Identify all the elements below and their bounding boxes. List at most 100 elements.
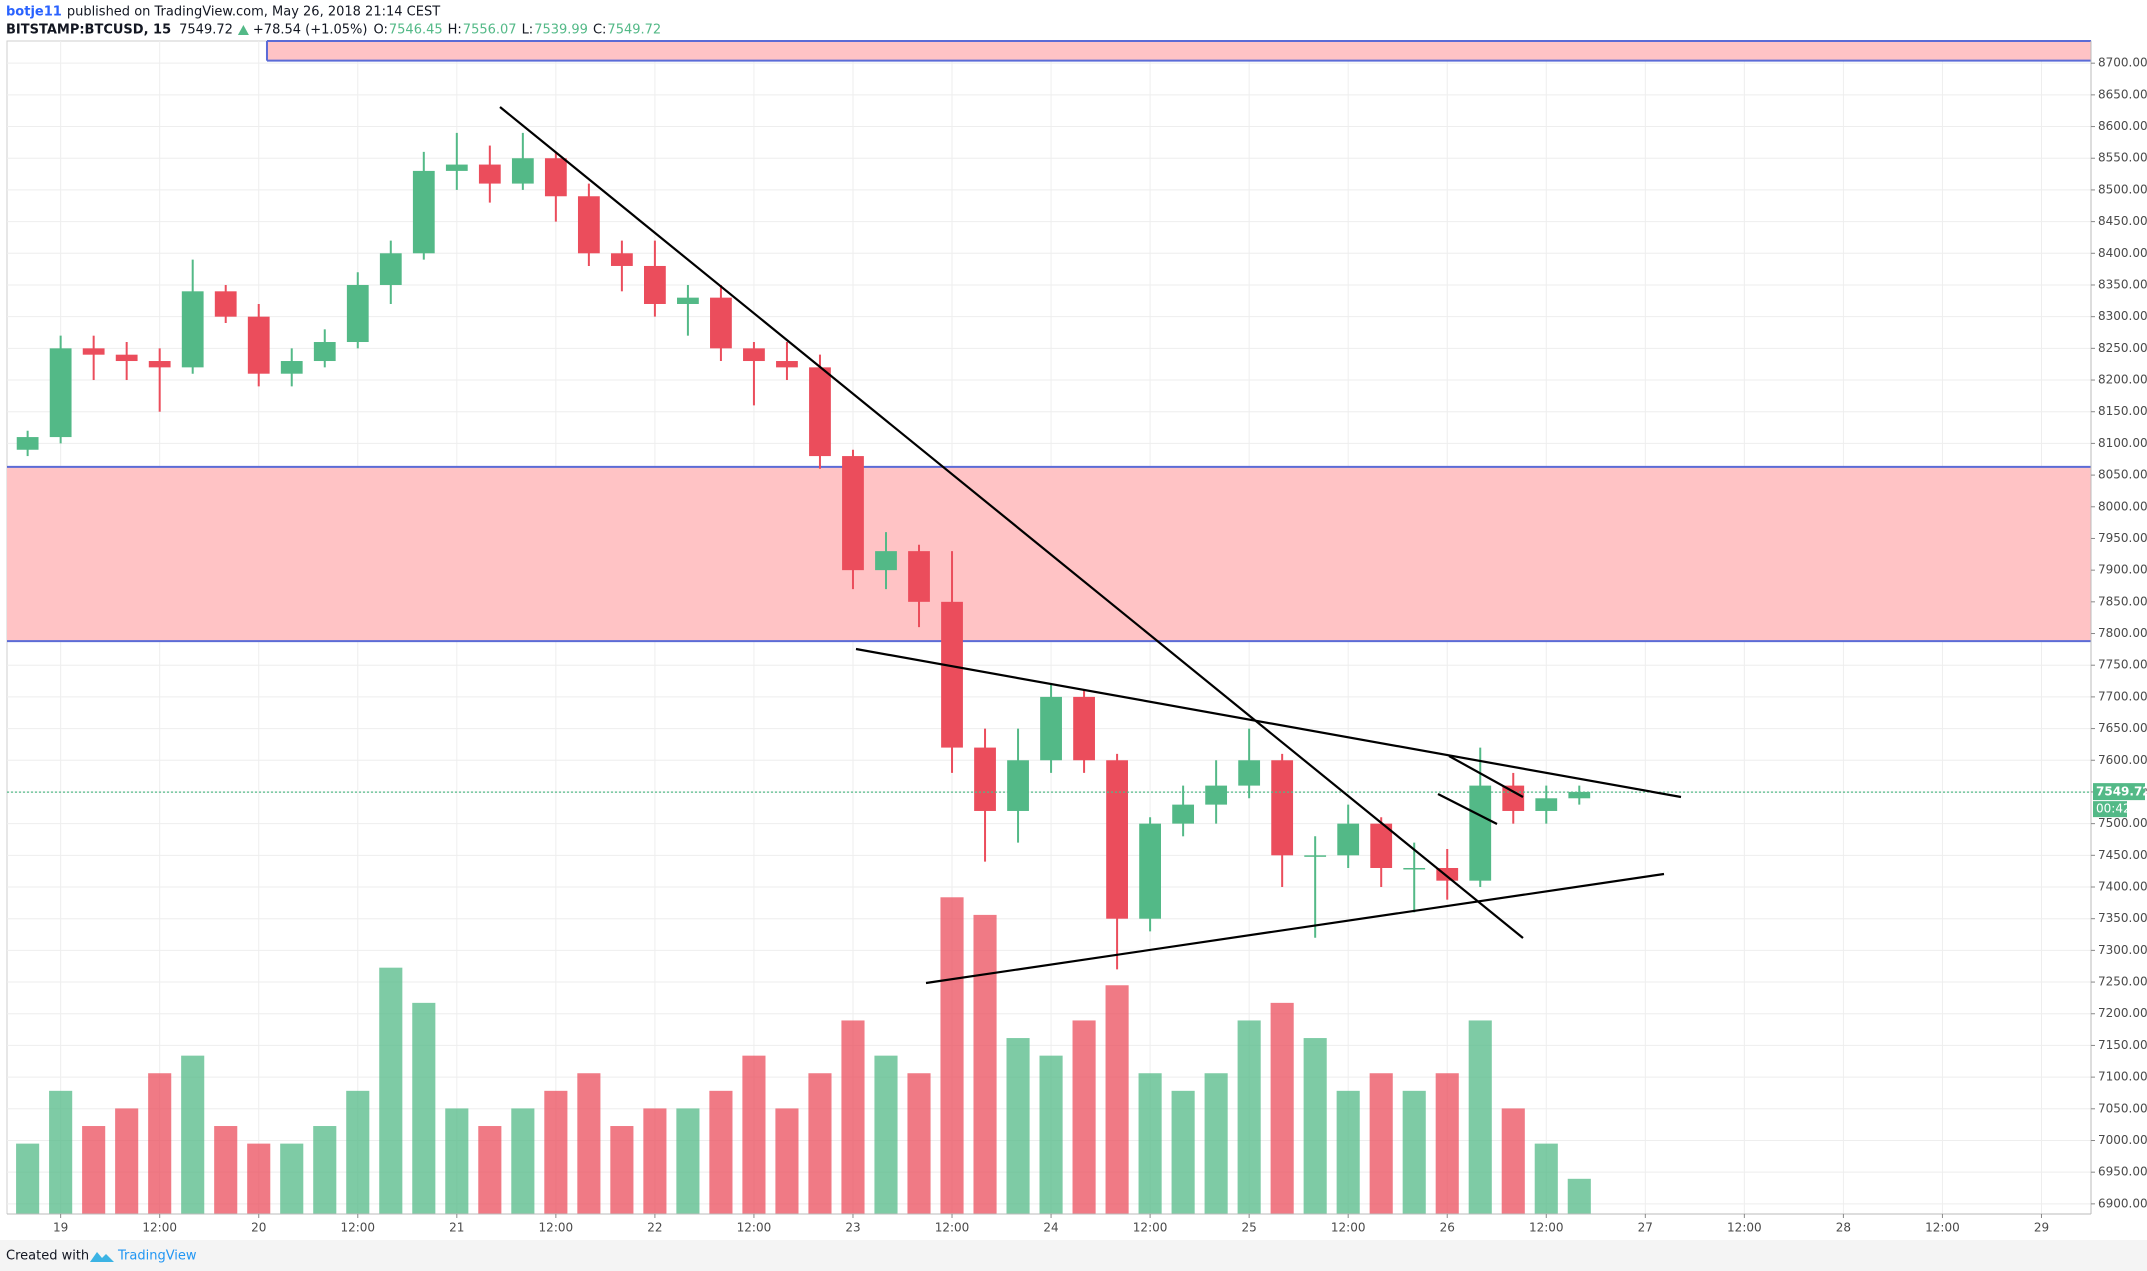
x-tick-label: 12:00 (1727, 1221, 1762, 1235)
volume-bar (709, 1090, 733, 1214)
x-tick-label: 21 (449, 1221, 464, 1235)
ohlc-label: O: (373, 23, 387, 38)
trendline (499, 106, 1524, 939)
candle-body (809, 367, 831, 457)
x-axis-bg (0, 1214, 2147, 1240)
y-tick-label: 7250.00 (2098, 975, 2147, 989)
candle-body (445, 164, 468, 171)
candle-body (743, 348, 765, 362)
ohlc-value: 7556.07 (463, 23, 517, 38)
candle-body (1502, 785, 1525, 811)
y-tick-label: 7100.00 (2098, 1070, 2147, 1084)
y-tick-label: 6900.00 (2098, 1196, 2147, 1210)
y-tick-label: 8500.00 (2098, 182, 2147, 196)
x-tick-label: 24 (1043, 1221, 1058, 1235)
x-tick-label: 12:00 (935, 1221, 970, 1235)
y-tick-label: 7750.00 (2098, 658, 2147, 672)
volume-bar (874, 1055, 898, 1214)
y-tick-label: 7300.00 (2098, 943, 2147, 957)
x-tick-label: 12:00 (1925, 1221, 1960, 1235)
volume-bar (1039, 1055, 1063, 1214)
candle-body (214, 291, 237, 317)
candle-body (610, 253, 633, 266)
x-tick-label: 12:00 (142, 1221, 177, 1235)
trendlines (499, 106, 1682, 985)
candle-body (115, 354, 138, 362)
candle-body (379, 253, 402, 285)
volume-bar (16, 1143, 40, 1214)
candle-body (1073, 696, 1095, 761)
volume-bar (808, 1073, 832, 1214)
candle-body (1568, 791, 1591, 799)
candle-body (1403, 867, 1426, 870)
countdown-label: 00:42 (2096, 802, 2131, 816)
x-tick-label: 29 (2034, 1221, 2049, 1235)
candle-body (842, 456, 864, 571)
last-price-box (2093, 783, 2145, 801)
volume-bar (1435, 1073, 1459, 1214)
volume-bar (412, 1002, 436, 1214)
ohlc-legend: O: 7546.45 H: 7556.07 L: 7539.99 C: 7549.72 (373, 23, 661, 38)
y-tick-label: 7050.00 (2098, 1101, 2147, 1115)
candle-body (412, 170, 435, 254)
y-tick-label: 7600.00 (2098, 753, 2147, 767)
y-tick-label: 7500.00 (2098, 816, 2147, 830)
ohlc-value: 7539.99 (534, 23, 588, 38)
x-tick-label: 12:00 (737, 1221, 772, 1235)
volume-bar (511, 1108, 535, 1214)
trendline (1437, 793, 1498, 825)
volume-bar (49, 1090, 73, 1214)
candle-body (181, 291, 204, 368)
y-tick-label: 8550.00 (2098, 151, 2147, 165)
last-value: 7549.72 (179, 23, 233, 38)
candle-body (1007, 760, 1029, 811)
y-tick-label: 8200.00 (2098, 373, 2147, 387)
candle-body (511, 158, 534, 184)
volume-bar (676, 1108, 700, 1214)
candle-body (577, 196, 600, 254)
x-tick-label: 27 (1638, 1221, 1653, 1235)
volume-bar (1567, 1178, 1591, 1214)
candle-body (247, 316, 270, 374)
axes: 6900.00 6950.00 7000.00 7050.00 7100.00 7150.… (0, 41, 2147, 1240)
volume-bar (379, 967, 403, 1214)
volume-bar (742, 1055, 766, 1214)
volume-bar (1369, 1073, 1393, 1214)
volume-bar (940, 897, 964, 1214)
y-tick-label: 7700.00 (2098, 689, 2147, 703)
volume-bar (1336, 1090, 1360, 1214)
ohlc-label: C: (593, 23, 606, 38)
footer-text: Created with (6, 1249, 89, 1264)
candle-body (677, 297, 699, 304)
volume-bar (280, 1143, 304, 1214)
candle-body (644, 265, 666, 304)
footer-bar (0, 1240, 2147, 1271)
y-tick-label: 8350.00 (2098, 277, 2147, 291)
volume-bar (1501, 1108, 1525, 1214)
ohlc-label: H: (448, 23, 462, 38)
volume-bar (313, 1126, 337, 1214)
volume-bar (478, 1126, 502, 1214)
change: +78.54 (+1.05%) (253, 23, 368, 38)
last-price-label: 7549.72 (2096, 785, 2147, 799)
candle-body (346, 284, 369, 343)
y-tick-label: 8400.00 (2098, 246, 2147, 260)
volume-bar (1204, 1073, 1228, 1214)
candle-body (280, 361, 303, 374)
candle-body (1271, 760, 1294, 856)
y-tick-label: 7000.00 (2098, 1133, 2147, 1147)
volume-bar (775, 1108, 799, 1214)
x-tick-label: 25 (1242, 1221, 1257, 1235)
volume-bar (1270, 1002, 1294, 1214)
trendline (925, 872, 1665, 985)
x-tick-label: 12:00 (340, 1221, 375, 1235)
volume-bar (1138, 1073, 1162, 1214)
volume-bar (1237, 1020, 1261, 1214)
candle-body (313, 342, 336, 362)
y-tick-label: 7150.00 (2098, 1038, 2147, 1052)
candle-body (1106, 760, 1128, 919)
footer-brand: TradingView (117, 1249, 197, 1264)
y-tick-label: 6950.00 (2098, 1165, 2147, 1179)
